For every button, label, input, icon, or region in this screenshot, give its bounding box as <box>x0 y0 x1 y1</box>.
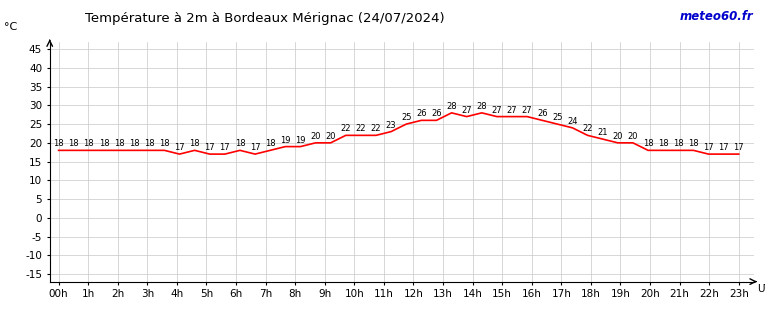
Text: 22: 22 <box>340 124 351 133</box>
Text: 27: 27 <box>461 106 472 115</box>
Text: 22: 22 <box>582 124 593 133</box>
Text: 26: 26 <box>416 109 427 118</box>
Text: 18: 18 <box>688 140 698 148</box>
Text: 17: 17 <box>249 143 260 152</box>
Text: Température à 2m à Bordeaux Mérignac (24/07/2024): Température à 2m à Bordeaux Mérignac (24… <box>85 12 444 25</box>
Text: 26: 26 <box>537 109 548 118</box>
Text: 18: 18 <box>129 140 139 148</box>
Text: 18: 18 <box>643 140 653 148</box>
Text: 18: 18 <box>235 140 246 148</box>
Text: 18: 18 <box>265 140 275 148</box>
Text: 20: 20 <box>311 132 321 141</box>
Text: 17: 17 <box>718 143 729 152</box>
Text: 27: 27 <box>522 106 532 115</box>
Text: 20: 20 <box>628 132 638 141</box>
Text: 17: 17 <box>204 143 215 152</box>
Text: 28: 28 <box>477 102 487 111</box>
Text: 17: 17 <box>734 143 744 152</box>
Text: 18: 18 <box>54 140 64 148</box>
Text: 27: 27 <box>492 106 503 115</box>
Text: °C: °C <box>5 22 18 32</box>
Text: meteo60.fr: meteo60.fr <box>680 10 754 23</box>
Text: 23: 23 <box>386 121 396 130</box>
Text: 17: 17 <box>220 143 230 152</box>
Text: 20: 20 <box>613 132 623 141</box>
Text: 22: 22 <box>356 124 366 133</box>
Text: 25: 25 <box>552 113 562 122</box>
Text: 24: 24 <box>567 117 578 126</box>
Text: 18: 18 <box>114 140 125 148</box>
Text: 20: 20 <box>325 132 336 141</box>
Text: 26: 26 <box>431 109 441 118</box>
Text: 25: 25 <box>401 113 412 122</box>
Text: 17: 17 <box>703 143 714 152</box>
Text: 18: 18 <box>159 140 170 148</box>
Text: 18: 18 <box>673 140 684 148</box>
Text: 18: 18 <box>68 140 79 148</box>
Text: 19: 19 <box>280 136 291 145</box>
Text: UTC: UTC <box>757 284 765 294</box>
Text: 18: 18 <box>189 140 200 148</box>
Text: 21: 21 <box>597 128 608 137</box>
Text: 17: 17 <box>174 143 185 152</box>
Text: 18: 18 <box>144 140 155 148</box>
Text: 18: 18 <box>99 140 109 148</box>
Text: 28: 28 <box>446 102 457 111</box>
Text: 18: 18 <box>83 140 94 148</box>
Text: 18: 18 <box>658 140 669 148</box>
Text: 19: 19 <box>295 136 306 145</box>
Text: 22: 22 <box>371 124 381 133</box>
Text: 27: 27 <box>506 106 517 115</box>
